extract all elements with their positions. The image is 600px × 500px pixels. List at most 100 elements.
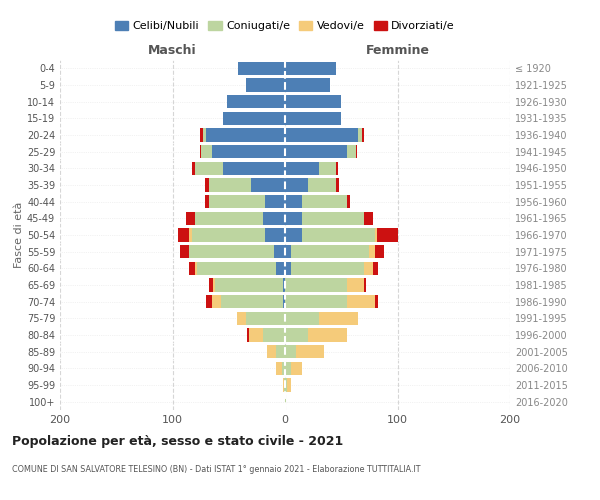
Bar <box>285 262 290 275</box>
Bar <box>335 178 339 192</box>
Bar <box>265 228 285 241</box>
Bar <box>356 145 357 158</box>
Bar <box>178 228 190 241</box>
Bar <box>263 328 285 342</box>
Bar <box>373 262 379 275</box>
Bar <box>283 378 284 392</box>
Bar <box>285 78 330 92</box>
Bar <box>221 295 283 308</box>
Bar <box>285 145 347 158</box>
Bar <box>285 278 347 291</box>
Bar <box>285 295 347 308</box>
Bar <box>375 295 379 308</box>
Bar <box>335 162 338 175</box>
Bar <box>296 345 325 358</box>
Bar <box>302 228 375 241</box>
Bar <box>265 195 285 208</box>
Bar <box>370 245 375 258</box>
Bar <box>358 128 361 141</box>
Bar <box>284 378 285 392</box>
Bar <box>209 195 265 208</box>
Bar <box>238 62 285 75</box>
Bar <box>319 312 358 325</box>
Bar <box>347 145 356 158</box>
Bar <box>263 212 285 225</box>
Bar <box>285 228 302 241</box>
Bar <box>245 312 285 325</box>
Bar <box>290 362 302 375</box>
Bar <box>191 162 195 175</box>
Bar <box>285 328 308 342</box>
Bar <box>290 262 364 275</box>
Text: Femmine: Femmine <box>365 44 430 57</box>
Bar <box>285 362 290 375</box>
Bar <box>347 295 375 308</box>
Bar <box>274 245 285 258</box>
Bar <box>191 228 265 241</box>
Bar <box>197 262 276 275</box>
Bar <box>212 295 221 308</box>
Bar <box>190 245 274 258</box>
Bar <box>285 395 286 408</box>
Bar <box>199 145 200 158</box>
Text: Maschi: Maschi <box>148 44 197 57</box>
Bar <box>364 262 373 275</box>
Bar <box>285 212 302 225</box>
Bar <box>361 128 364 141</box>
Bar <box>236 312 245 325</box>
Bar <box>308 178 335 192</box>
Bar <box>249 328 263 342</box>
Text: Popolazione per età, sesso e stato civile - 2021: Popolazione per età, sesso e stato civil… <box>12 435 343 448</box>
Bar <box>285 162 319 175</box>
Bar <box>227 95 285 108</box>
Bar <box>209 278 213 291</box>
Bar <box>302 195 347 208</box>
Bar <box>285 178 308 192</box>
Bar <box>285 128 358 141</box>
Bar <box>267 345 276 358</box>
Bar <box>186 212 195 225</box>
Bar <box>287 378 290 392</box>
Bar <box>205 195 209 208</box>
Bar <box>285 312 319 325</box>
Bar <box>245 78 285 92</box>
Bar <box>347 195 350 208</box>
Bar <box>285 245 290 258</box>
Bar <box>364 212 373 225</box>
Bar <box>302 212 364 225</box>
Text: COMUNE DI SAN SALVATORE TELESINO (BN) - Dati ISTAT 1° gennaio 2021 - Elaborazion: COMUNE DI SAN SALVATORE TELESINO (BN) - … <box>12 465 421 474</box>
Bar <box>195 262 197 275</box>
Bar <box>347 278 364 291</box>
Bar <box>290 245 370 258</box>
Bar <box>285 62 335 75</box>
Bar <box>206 128 285 141</box>
Bar <box>285 95 341 108</box>
Bar <box>283 278 285 291</box>
Bar <box>285 195 302 208</box>
Bar <box>319 162 335 175</box>
Bar <box>209 178 251 192</box>
Bar <box>190 228 191 241</box>
Bar <box>283 295 285 308</box>
Bar <box>308 328 347 342</box>
Bar <box>276 262 285 275</box>
Bar <box>200 145 212 158</box>
Bar <box>199 128 203 141</box>
Bar <box>195 212 263 225</box>
Y-axis label: Fasce di età: Fasce di età <box>14 202 24 268</box>
Bar <box>213 278 215 291</box>
Bar <box>223 162 285 175</box>
Bar <box>364 278 366 291</box>
Legend: Celibi/Nubili, Coniugati/e, Vedovi/e, Divorziati/e: Celibi/Nubili, Coniugati/e, Vedovi/e, Di… <box>110 16 460 36</box>
Bar <box>276 362 281 375</box>
Bar <box>212 145 285 158</box>
Bar <box>195 162 223 175</box>
Bar <box>205 178 209 192</box>
Bar <box>223 112 285 125</box>
Bar <box>375 228 377 241</box>
Bar <box>276 345 285 358</box>
Bar <box>190 262 195 275</box>
Bar <box>203 128 206 141</box>
Bar <box>285 378 287 392</box>
Bar <box>375 245 384 258</box>
